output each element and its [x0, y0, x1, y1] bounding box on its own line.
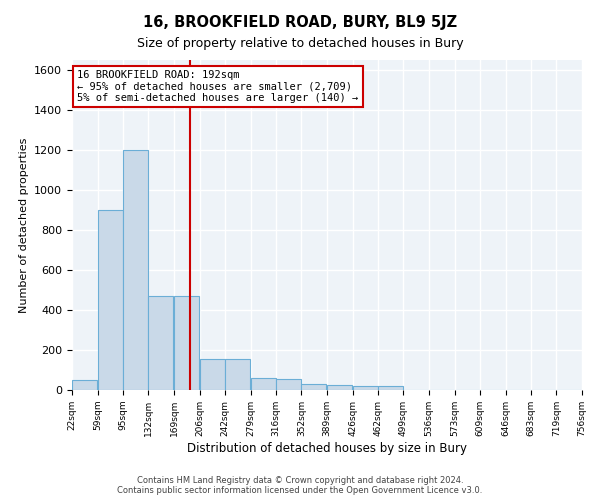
Bar: [98, 210, 123, 390]
Bar: [353, 386, 378, 390]
Bar: [301, 384, 326, 390]
Bar: [225, 359, 250, 390]
Bar: [174, 296, 199, 390]
Y-axis label: Number of detached properties: Number of detached properties: [19, 138, 29, 312]
X-axis label: Distribution of detached houses by size in Bury: Distribution of detached houses by size …: [187, 442, 467, 454]
Bar: [251, 378, 275, 390]
Bar: [327, 385, 352, 390]
Text: 16, BROOKFIELD ROAD, BURY, BL9 5JZ: 16, BROOKFIELD ROAD, BURY, BL9 5JZ: [143, 15, 457, 30]
Bar: [148, 296, 173, 390]
Bar: [200, 359, 225, 390]
Text: 16 BROOKFIELD ROAD: 192sqm
← 95% of detached houses are smaller (2,709)
5% of se: 16 BROOKFIELD ROAD: 192sqm ← 95% of deta…: [77, 70, 358, 103]
Bar: [123, 150, 148, 390]
Text: Size of property relative to detached houses in Bury: Size of property relative to detached ho…: [137, 38, 463, 51]
Bar: [378, 386, 403, 390]
Bar: [276, 379, 301, 390]
Bar: [72, 380, 97, 390]
Text: Contains HM Land Registry data © Crown copyright and database right 2024.
Contai: Contains HM Land Registry data © Crown c…: [118, 476, 482, 495]
